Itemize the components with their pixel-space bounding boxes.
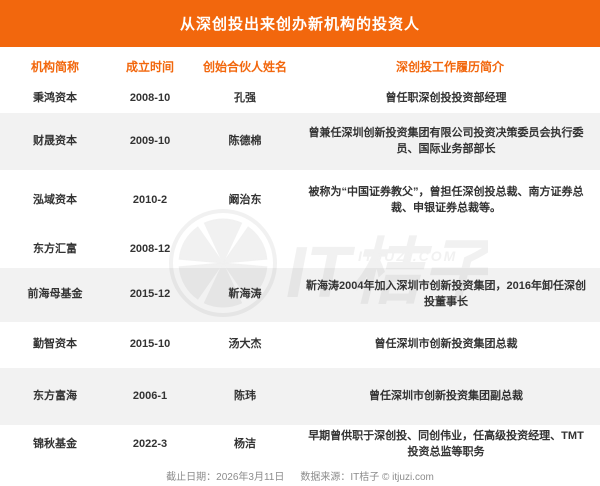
- org-cell: 前海母基金: [27, 288, 83, 301]
- org-cell: 泓域资本: [33, 194, 77, 207]
- column-header-bio: 深创投工作履历简介: [395, 59, 504, 74]
- org-cell: 财晟资本: [33, 134, 77, 147]
- footer: 截止日期：2026年3月11日 数据来源：IT桔子 © itjuzi.com: [0, 465, 600, 486]
- org-cell: 东方汇富: [33, 243, 77, 256]
- table-body: 秉鸿资本 2008-10 孔强 曾任职深创投投资部经理 财晟资本 2009-10…: [0, 85, 600, 465]
- org-cell: 勤智资本: [33, 338, 77, 351]
- bio-cell: [300, 246, 600, 254]
- org-cell: 秉鸿资本: [33, 92, 77, 105]
- partner-cell: 陈玮: [234, 389, 256, 402]
- founded-cell: 2015-10: [129, 338, 171, 351]
- org-cell: 锦秋基金: [33, 438, 77, 451]
- partner-cell: 孔强: [234, 92, 256, 105]
- founded-cell: 2006-1: [132, 389, 168, 402]
- bio-cell: 曾任深圳市创新投资集团总裁: [374, 338, 518, 351]
- partner-cell: 杨洁: [234, 438, 256, 451]
- source-text: 数据来源：IT桔子 © itjuzi.com: [300, 472, 434, 483]
- table-row: 财晟资本 2009-10 陈德棉 曾兼任深圳创新投资集团有限公司投资决策委员会执…: [0, 113, 600, 170]
- partner-cell: 靳海涛: [228, 288, 262, 301]
- table-row: 泓域资本 2010-2 阚治东 被称为“中国证券教父”，曾担任深创投总裁、南方证…: [0, 170, 600, 232]
- bio-cell: 曾任深圳市创新投资集团副总裁: [369, 389, 523, 402]
- table-header-row: 机构简称 成立时间 创始合伙人姓名 深创投工作履历简介: [0, 47, 600, 85]
- org-cell: 东方富海: [33, 389, 77, 402]
- bio-cell: 被称为“中国证券教父”，曾担任深创投总裁、南方证券总裁、申银证券总裁等。: [308, 186, 584, 214]
- bio-cell: 曾兼任深圳创新投资集团有限公司投资决策委员会执行委员、国际业务部部长: [308, 126, 584, 155]
- page-title: 从深创投出来创办新机构的投资人: [179, 16, 420, 33]
- founded-cell: 2010-2: [132, 194, 168, 207]
- table-row: 东方富海 2006-1 陈玮 曾任深圳市创新投资集团副总裁: [0, 368, 600, 425]
- founded-cell: 2009-10: [129, 134, 171, 147]
- table-row: 秉鸿资本 2008-10 孔强 曾任职深创投投资部经理: [0, 85, 600, 113]
- table-row: 前海母基金 2015-12 靳海涛 靳海涛2004年加入深圳市创新投资集团，20…: [0, 268, 600, 322]
- bio-cell: 靳海涛2004年加入深圳市创新投资集团，2016年卸任深创投董事长: [306, 280, 586, 308]
- partner-cell: 阚治东: [228, 194, 262, 207]
- founded-cell: 2015-12: [129, 288, 171, 301]
- column-header-org: 机构简称: [30, 59, 79, 74]
- bio-cell: 曾任职深创投投资部经理: [385, 92, 507, 105]
- column-header-founded: 成立时间: [125, 59, 174, 74]
- founded-cell: 2008-12: [129, 243, 171, 256]
- table-row: 锦秋基金 2022-3 杨洁 早期曾供职于深创投、同创伟业，任高级投资经理、TM…: [0, 425, 600, 465]
- title-bar: 从深创投出来创办新机构的投资人: [0, 0, 600, 47]
- founded-cell: 2022-3: [132, 438, 168, 451]
- partner-cell: 陈德棉: [228, 134, 262, 147]
- bio-cell: 早期曾供职于深创投、同创伟业，任高级投资经理、TMT投资总监等职务: [308, 430, 584, 458]
- column-header-partner: 创始合伙人姓名: [202, 59, 287, 74]
- table-row: 勤智资本 2015-10 汤大杰 曾任深圳市创新投资集团总裁: [0, 322, 600, 368]
- founded-cell: 2008-10: [129, 92, 171, 105]
- partner-cell: 汤大杰: [228, 338, 262, 351]
- investors-table: 机构简称 成立时间 创始合伙人姓名 深创投工作履历简介 秉鸿资本 2008-10…: [0, 47, 600, 465]
- deadline-text: 截止日期：2026年3月11日: [166, 472, 285, 483]
- table-row: 东方汇富 2008-12: [0, 232, 600, 268]
